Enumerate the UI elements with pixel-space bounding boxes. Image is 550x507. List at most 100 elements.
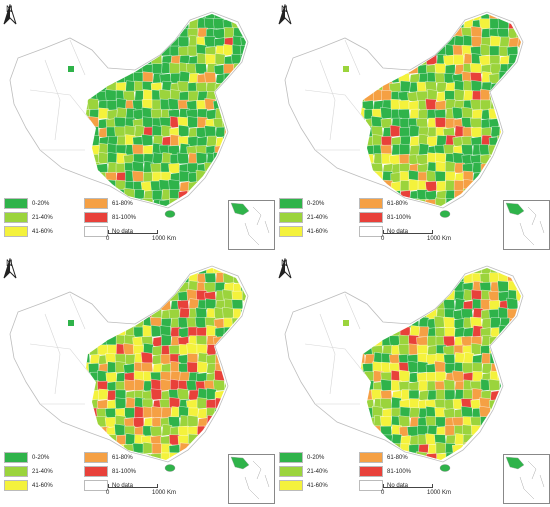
prefecture-region xyxy=(400,80,411,93)
legend-label: No data xyxy=(387,228,409,235)
prefecture-region xyxy=(399,127,411,138)
legend-item: 81-100% xyxy=(84,212,136,223)
prefecture-region xyxy=(507,442,519,455)
choropleth-map xyxy=(284,265,524,472)
inset-map xyxy=(230,456,270,500)
prefecture-region xyxy=(204,178,217,192)
prefecture-region xyxy=(498,442,510,455)
prefecture-region xyxy=(499,390,510,402)
legend-swatch xyxy=(4,212,28,223)
prefecture-region xyxy=(444,14,456,22)
prefecture-region xyxy=(196,443,208,455)
prefecture-region xyxy=(178,46,190,57)
prefecture-region xyxy=(178,36,190,48)
prefecture-region xyxy=(123,268,136,275)
prefecture-region xyxy=(507,118,519,130)
prefecture-region xyxy=(409,145,420,156)
north-arrow-icon xyxy=(278,4,292,25)
province-border xyxy=(29,89,91,121)
prefecture-region xyxy=(516,442,521,455)
prefecture-region xyxy=(231,179,244,192)
prefecture-region xyxy=(462,453,474,460)
legend-label: 41-60% xyxy=(32,228,53,235)
prefecture-region xyxy=(242,268,246,275)
prefecture-region xyxy=(508,325,520,338)
prefecture-region xyxy=(86,268,91,276)
prefecture-region xyxy=(241,273,246,285)
prefecture-region xyxy=(143,268,154,275)
prefecture-region xyxy=(508,345,519,356)
prefecture-region xyxy=(116,268,127,275)
prefecture-region xyxy=(498,144,510,156)
prefecture-region xyxy=(160,353,172,365)
prefecture-region xyxy=(176,152,190,165)
prefecture-region xyxy=(134,299,145,311)
prefecture-region xyxy=(443,299,456,311)
prefecture-region xyxy=(454,208,464,218)
prefecture-region xyxy=(124,44,136,57)
prefecture-region xyxy=(123,14,136,21)
prefecture-region xyxy=(141,134,154,147)
prefecture-region xyxy=(158,271,172,284)
prefecture-region xyxy=(409,398,420,410)
north-arrow: N xyxy=(3,258,17,279)
prefecture-region xyxy=(231,299,244,311)
prefecture-region xyxy=(436,180,447,192)
prefecture-region xyxy=(389,124,402,138)
prefecture-region xyxy=(150,426,163,437)
prefecture-region xyxy=(242,126,246,138)
prefecture-region xyxy=(88,271,100,284)
prefecture-region xyxy=(490,35,501,48)
prefecture-region xyxy=(499,180,510,192)
prefecture-region xyxy=(408,178,420,192)
prefecture-region xyxy=(240,372,246,384)
prefecture-region xyxy=(462,389,474,401)
scale-start-label: 0 xyxy=(106,490,110,496)
prefecture-region xyxy=(381,135,393,147)
legend-label: 0-20% xyxy=(32,200,50,207)
prefecture-region xyxy=(231,268,244,275)
prefecture-region xyxy=(380,379,393,392)
prefecture-region xyxy=(380,18,393,30)
legend-label: 41-60% xyxy=(32,482,53,489)
prefecture-region xyxy=(134,18,145,30)
prefecture-region xyxy=(479,180,492,192)
prefecture-region xyxy=(506,144,519,156)
legend-swatch xyxy=(359,480,383,491)
prefecture-region xyxy=(241,336,246,347)
prefecture-region xyxy=(516,71,521,84)
prefecture-region xyxy=(508,426,519,437)
prefecture-region xyxy=(390,28,402,40)
prefecture-region xyxy=(506,70,519,84)
prefecture-region xyxy=(507,379,519,392)
prefecture-region xyxy=(116,282,127,294)
prefecture-region xyxy=(203,282,217,293)
prefecture-region xyxy=(196,397,208,410)
prefecture-region xyxy=(371,268,384,275)
prefecture-region xyxy=(242,14,246,21)
prefecture-region xyxy=(240,144,246,156)
prefecture-region xyxy=(444,17,456,30)
prefecture-region xyxy=(408,271,420,284)
prefecture-region xyxy=(516,81,521,93)
legend-label: 0-20% xyxy=(32,454,50,461)
scale-bar-line xyxy=(108,484,158,488)
prefecture-region xyxy=(151,14,163,21)
prefecture-region xyxy=(231,72,244,84)
prefecture-region xyxy=(380,89,393,102)
prefecture-region xyxy=(364,435,375,446)
prefecture-region xyxy=(161,268,172,276)
prefecture-region xyxy=(498,415,510,428)
prefecture-region xyxy=(196,199,208,206)
prefecture-region xyxy=(232,99,244,111)
prefecture-region xyxy=(105,37,118,49)
prefecture-region xyxy=(140,351,154,365)
prefecture-region xyxy=(400,36,411,48)
prefecture-region xyxy=(206,387,217,401)
prefecture-region xyxy=(391,45,402,57)
prefecture-region xyxy=(363,17,375,30)
prefecture-region xyxy=(224,80,236,93)
province-border xyxy=(344,39,361,76)
prefecture-region xyxy=(239,181,246,193)
prefecture-region xyxy=(168,14,181,21)
